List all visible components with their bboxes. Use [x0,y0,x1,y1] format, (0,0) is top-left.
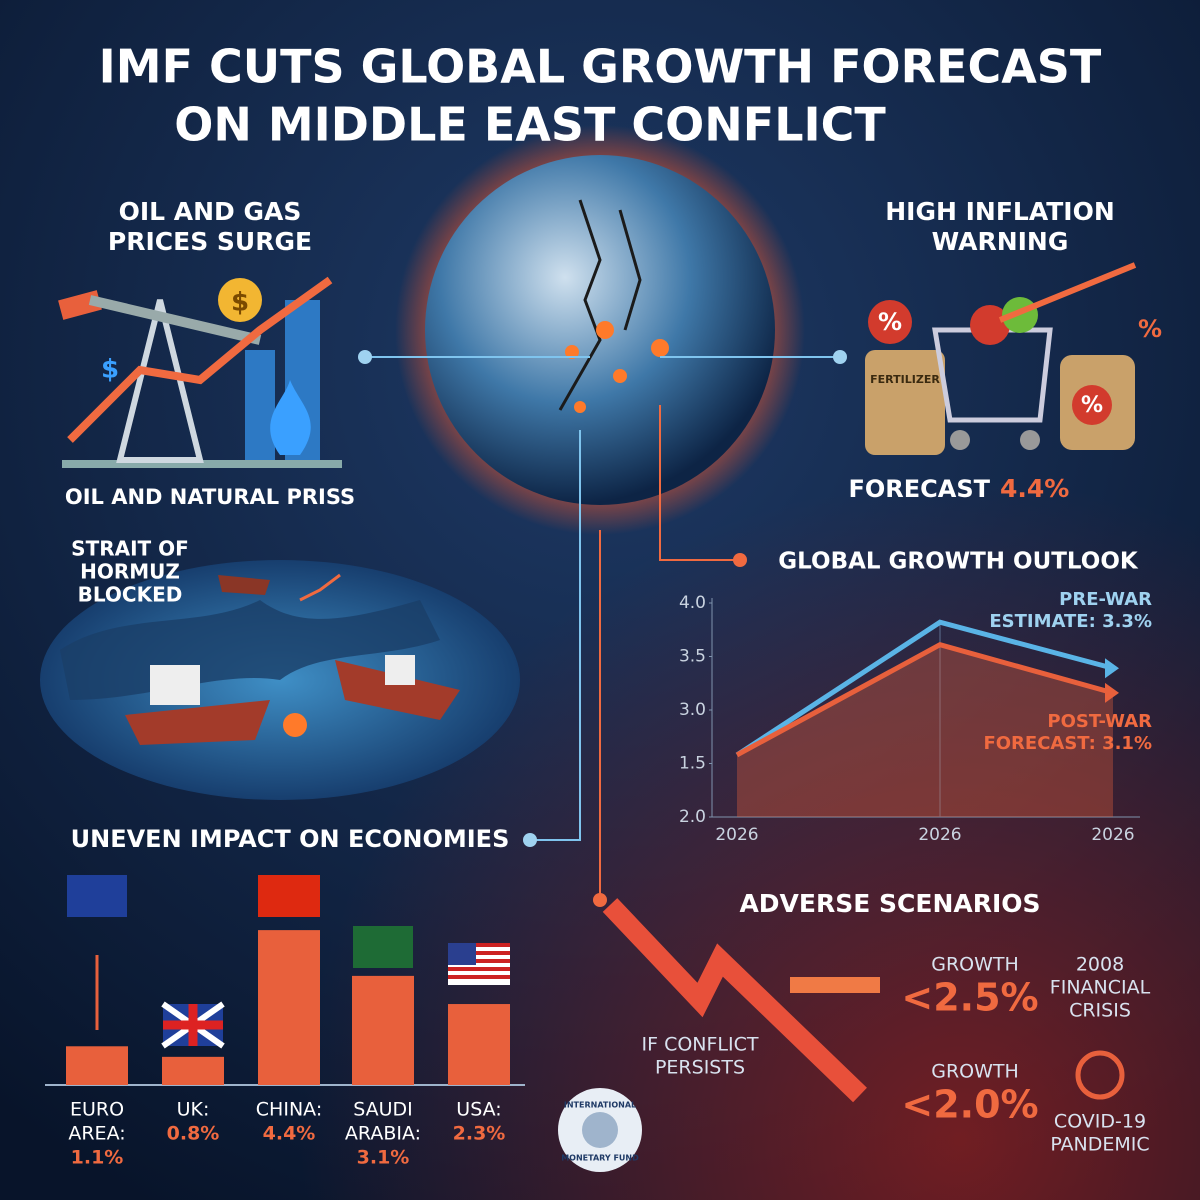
oil-heading: OIL AND GAS [119,197,302,226]
texts: IMF CUTS GLOBAL GROWTH FORECAST ON MIDDL… [65,40,1162,1163]
inflation-illustration [865,262,1137,455]
arrow-head [1105,658,1119,679]
explosions [565,321,669,413]
annotation: PRE-WAR [1059,589,1152,610]
value-label: 2.3% [453,1123,506,1145]
inflation-icon: % [1081,393,1103,418]
oil-caption: OIL AND NATURAL PRISS [65,485,355,509]
y-tick-label: 1.5 [679,754,706,774]
value-label: 1.1% [71,1147,124,1169]
annotation: ESTIMATE: 3.3% [989,611,1152,632]
fertilizer-label: FERTILIZER [870,373,940,386]
y-tick-label: 3.0 [679,700,706,720]
value-label: 4.4% [263,1123,316,1145]
adverse-condition: IF CONFLICT [642,1034,759,1056]
scenario-label: GROWTH [931,954,1019,976]
x-tick-label: 2026 [715,825,758,845]
imf-logo-globe [582,1112,618,1148]
inflation-heading: HIGH INFLATION [885,197,1115,226]
bar [162,1056,224,1085]
scenario-value: <2.0% [901,1083,1038,1127]
title-line: IMF CUTS GLOBAL GROWTH FORECAST [99,40,1102,94]
adverse-condition: PERSISTS [655,1057,745,1079]
y-tick-label: 4.0 [679,593,706,613]
adverse-arrows [602,898,1125,1103]
scenario-comparison: 2008 [1076,954,1124,976]
chart-title: GLOBAL GROWTH OUTLOOK [778,549,1139,575]
y-tick-label: 2.0 [679,807,706,827]
bar [352,975,414,1085]
category-label: EURO [70,1099,124,1121]
forecast-label: FORECAST [848,475,990,503]
inflation-icon: % [878,308,902,336]
logo-text: MONETARY FUND [561,1154,639,1163]
category-label: SAUDI [353,1099,413,1121]
area [737,644,1113,817]
bar [66,1046,128,1085]
scenario-comparison: PANDEMIC [1050,1134,1149,1156]
x-tick-label: 2026 [918,825,961,845]
y-tick-label: 3.5 [679,647,706,667]
arrow-head [1105,682,1119,703]
adverse-heading: ADVERSE SCENARIOS [739,889,1040,918]
annotation: POST-WAR [1047,711,1152,732]
inflation-icon: % [1138,315,1162,343]
strait-heading: BLOCKED [78,583,183,607]
value-label: 3.1% [357,1147,410,1169]
scenario-label: GROWTH [931,1061,1019,1083]
category-label: CHINA: [256,1099,322,1121]
oil-icon: $ [231,288,249,318]
scenario-comparison: COVID-19 [1054,1111,1146,1133]
logo-text: INTERNATIONAL [564,1101,636,1110]
inflation-heading: WARNING [932,227,1069,256]
globe-crack [558,199,642,411]
scenario-value: <2.5% [901,976,1038,1020]
category-label: USA: [456,1099,501,1121]
strait-heading: STRAIT OF [71,537,189,561]
title-line: ON MIDDLE EAST CONFLICT [174,98,886,152]
category-label: ARABIA: [345,1123,421,1145]
strait-map [40,560,520,800]
x-tick-label: 2026 [1091,825,1134,845]
scenario-comparison: FINANCIAL [1050,977,1151,999]
annotation: FORECAST: 3.1% [983,733,1152,754]
oil-heading: PRICES SURGE [108,227,312,256]
oil-illustration [58,276,342,468]
bar [448,1004,510,1085]
connectors [365,356,840,900]
category-label: UK: [177,1099,210,1121]
chart-title: UNEVEN IMPACT ON ECONOMIES [71,825,510,853]
line [735,642,1114,758]
flags [67,875,510,1049]
forecast-value: 4.4% [1000,474,1069,503]
category-label: AREA: [68,1123,125,1145]
bar [258,930,320,1085]
strait-heading: HORMUZ [80,560,180,584]
value-label: 0.8% [167,1123,220,1145]
connector-dots [358,350,847,907]
oil-icon: $ [101,355,119,385]
line [735,619,1114,758]
scenario-comparison: CRISIS [1069,1000,1131,1022]
